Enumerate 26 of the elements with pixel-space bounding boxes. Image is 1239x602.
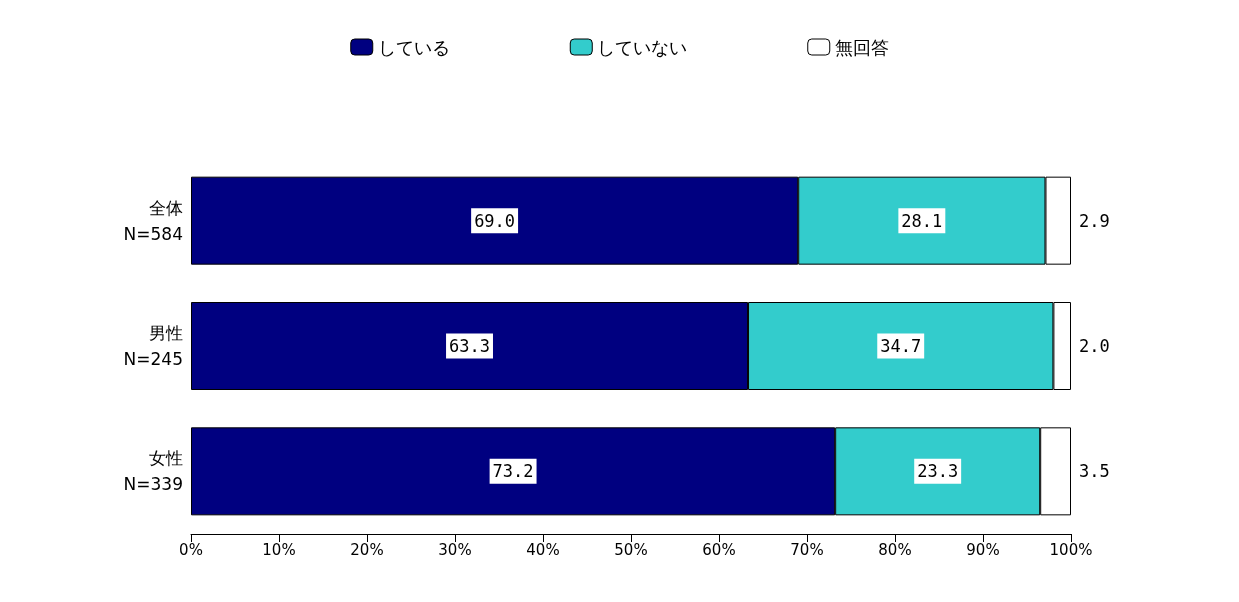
x-tick-label: 70% — [790, 540, 824, 559]
x-tick-label: 60% — [702, 540, 736, 559]
y-tick-label: 男性 N=245 — [123, 323, 183, 369]
data-label: 63.3 — [449, 336, 490, 356]
data-label: 3.5 — [1079, 461, 1110, 482]
data-label: 2.0 — [1079, 336, 1110, 356]
x-tick-label: 10% — [262, 540, 296, 559]
x-tick-label: 50% — [614, 540, 648, 559]
data-label: 69.0 — [474, 210, 516, 231]
legend-label: していない — [597, 36, 688, 58]
x-tick-label: 90% — [966, 540, 1000, 559]
x-tick-label: 0% — [179, 540, 203, 559]
data-label: 73.2 — [492, 461, 534, 482]
x-tick-label: 80% — [878, 540, 912, 559]
x-tick-label: 20% — [350, 540, 384, 559]
x-tick-label: 30% — [438, 540, 472, 559]
data-label: 23.3 — [917, 461, 959, 482]
y-tick-label: 全体 N=584 — [123, 197, 183, 244]
y-tick-label: 女性 N=339 — [123, 448, 183, 495]
data-label: 34.7 — [880, 336, 922, 356]
data-label: 2.9 — [1079, 210, 1110, 231]
legend-label: 無回答 — [834, 36, 889, 58]
legend-label: している — [377, 36, 450, 58]
data-label: 28.1 — [901, 210, 943, 231]
x-tick-label: 100% — [1049, 540, 1093, 559]
x-tick-label: 40% — [526, 540, 560, 559]
